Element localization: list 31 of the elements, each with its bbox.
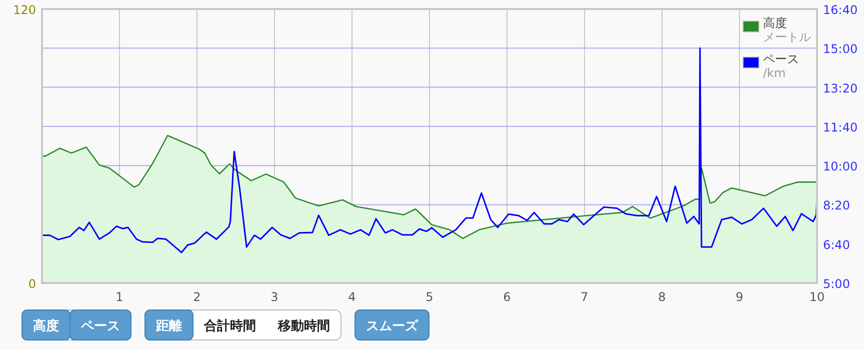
text: 合計時間 xyxy=(203,318,256,334)
x-tick-label: 3 xyxy=(270,290,278,304)
line-series xyxy=(41,47,818,254)
y2-tick-label: 5:00 xyxy=(823,277,850,291)
y2-tick-label: 15:00 xyxy=(823,42,858,56)
y-tick-label: 0 xyxy=(28,277,36,291)
text: 距離 xyxy=(155,319,182,334)
x-tick-label: 7 xyxy=(580,290,588,304)
text: スムーズ xyxy=(366,319,419,334)
x-tick-label: 10 xyxy=(809,290,825,304)
x-tick-label: 4 xyxy=(348,290,356,304)
x-tick-label: 2 xyxy=(193,290,201,304)
y2-tick-label: 8:20 xyxy=(823,198,850,213)
y2-tick-label: 13:20 xyxy=(823,81,858,96)
x-tick-label: 9 xyxy=(736,290,744,304)
x-tick-label: 5 xyxy=(426,290,434,304)
legend-label: ペース xyxy=(763,52,799,66)
text: 高度 xyxy=(33,318,59,334)
y2-tick-label: 11:40 xyxy=(823,120,858,134)
x-tick-label: 1 xyxy=(116,290,124,304)
annotation: メートル xyxy=(763,30,811,44)
y-tick-label: 120 xyxy=(13,3,36,17)
text: 移動時間 xyxy=(277,319,330,334)
text: ペース xyxy=(80,319,120,334)
y2-tick-label: 10:00 xyxy=(823,160,858,174)
x-tick-label: 8 xyxy=(658,290,666,304)
y2-tick-label: 6:40 xyxy=(823,238,850,252)
annotation: /km xyxy=(763,66,786,80)
legend-label: 高度 xyxy=(763,16,787,30)
x-tick-label: 6 xyxy=(503,290,511,304)
y2-tick-label: 16:40 xyxy=(823,3,858,17)
